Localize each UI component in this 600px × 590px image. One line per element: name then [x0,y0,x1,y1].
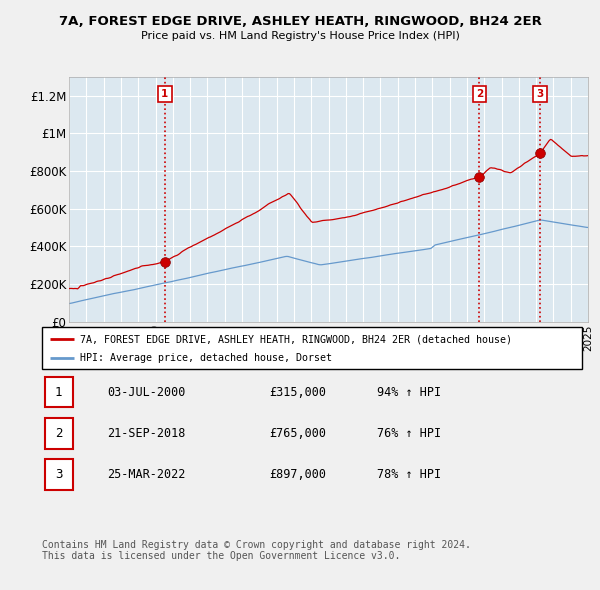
Text: 1: 1 [55,385,62,399]
Text: 3: 3 [536,88,544,99]
Text: 2: 2 [55,427,62,440]
Text: HPI: Average price, detached house, Dorset: HPI: Average price, detached house, Dors… [80,353,332,363]
Text: 3: 3 [55,468,62,481]
FancyBboxPatch shape [45,459,73,490]
Text: Contains HM Land Registry data © Crown copyright and database right 2024.
This d: Contains HM Land Registry data © Crown c… [42,540,471,562]
FancyBboxPatch shape [45,418,73,448]
Text: 94% ↑ HPI: 94% ↑ HPI [377,385,441,399]
Text: 76% ↑ HPI: 76% ↑ HPI [377,427,441,440]
FancyBboxPatch shape [42,327,582,369]
Text: 1: 1 [161,88,169,99]
Text: 78% ↑ HPI: 78% ↑ HPI [377,468,441,481]
Text: 7A, FOREST EDGE DRIVE, ASHLEY HEATH, RINGWOOD, BH24 2ER: 7A, FOREST EDGE DRIVE, ASHLEY HEATH, RIN… [59,15,541,28]
Text: £897,000: £897,000 [269,468,326,481]
Text: 21-SEP-2018: 21-SEP-2018 [107,427,185,440]
FancyBboxPatch shape [45,377,73,407]
Text: Price paid vs. HM Land Registry's House Price Index (HPI): Price paid vs. HM Land Registry's House … [140,31,460,41]
Text: 2: 2 [476,88,483,99]
Text: 25-MAR-2022: 25-MAR-2022 [107,468,185,481]
Text: 7A, FOREST EDGE DRIVE, ASHLEY HEATH, RINGWOOD, BH24 2ER (detached house): 7A, FOREST EDGE DRIVE, ASHLEY HEATH, RIN… [80,334,512,344]
Text: 03-JUL-2000: 03-JUL-2000 [107,385,185,399]
Text: £765,000: £765,000 [269,427,326,440]
Text: £315,000: £315,000 [269,385,326,399]
